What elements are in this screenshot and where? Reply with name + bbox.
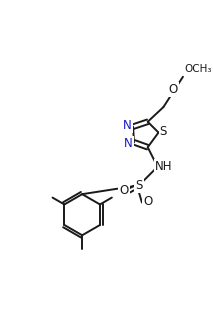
- Text: S: S: [160, 125, 167, 138]
- Text: N: N: [123, 119, 132, 132]
- Text: NH: NH: [155, 160, 172, 173]
- Text: OCH₃: OCH₃: [184, 64, 212, 74]
- Text: O: O: [119, 184, 128, 197]
- Text: N: N: [124, 137, 133, 150]
- Text: O: O: [168, 83, 178, 96]
- Text: S: S: [135, 179, 143, 192]
- Text: O: O: [143, 195, 152, 208]
